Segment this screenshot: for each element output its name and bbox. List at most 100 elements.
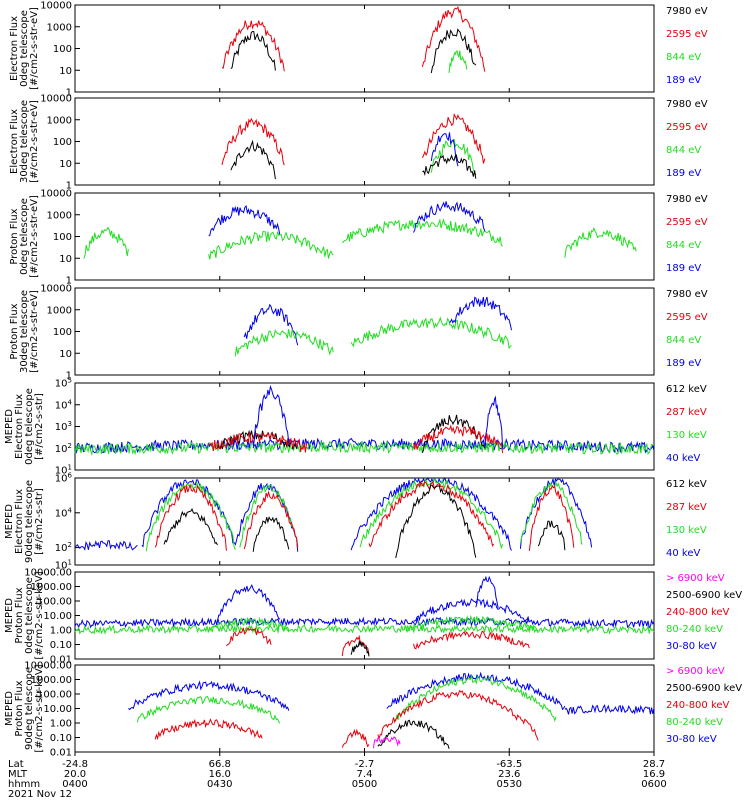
y-tick-label: 10000.00 [24, 568, 72, 579]
legend-entry: > 6900 keV [666, 573, 725, 584]
series-trace-blue [74, 540, 138, 551]
y-tick-label: 106 [55, 472, 73, 485]
y-tick-label: 1.00 [50, 719, 72, 730]
series-trace-blue [243, 303, 299, 346]
series-trace-red [413, 630, 530, 650]
series-trace-black [252, 516, 290, 552]
y-tick-label: 1000 [47, 210, 72, 221]
series-trace-blue [413, 598, 530, 623]
legend-entry: 130 keV [666, 525, 707, 536]
y-axis-label: 0deg telescope [24, 388, 35, 465]
footer-lat-value: 28.7 [643, 759, 665, 770]
y-axis-label: [#/cm2-s-str-keV] [34, 571, 45, 659]
series-trace-green [239, 483, 299, 548]
series-trace-green [395, 674, 557, 723]
panel-frame [74, 4, 655, 93]
legend-entry: 7980 eV [666, 99, 708, 110]
series-trace-black [230, 30, 276, 71]
panel-1: 1 10 100 1000 10000 Electron Flux 0deg telesco… [9, 1, 708, 99]
y-tick-label: 0.10 [50, 733, 72, 744]
y-axis-label: 0deg telescope [19, 10, 30, 87]
y-axis-label: MEPED [4, 504, 15, 539]
y-axis-label: 0deg telescope [19, 198, 30, 275]
series-trace-blue [449, 296, 512, 331]
legend-entry: 2500-6900 keV [666, 590, 742, 601]
series-trace-blue [484, 395, 504, 449]
series-trace-blue [128, 680, 290, 711]
y-tick-label: 10 [59, 66, 72, 77]
series-trace-red [154, 718, 263, 741]
series-trace-green [208, 230, 334, 260]
footer-mlt-value: 23.6 [498, 769, 520, 780]
legend-entry: > 6900 keV [666, 666, 725, 677]
hhmm-row-label: hhmm [8, 779, 40, 790]
footer-mlt-value: 16.0 [209, 769, 231, 780]
legend-entry: 40 keV [666, 548, 700, 559]
series-trace-red [243, 490, 299, 550]
mlt-row-label: MLT [8, 769, 28, 780]
panel-frame [74, 287, 655, 376]
y-tick-label: 100 [53, 327, 72, 338]
series-trace-green [404, 614, 539, 634]
legend-entry: 2595 eV [666, 29, 708, 40]
footer-mlt-value: 16.9 [643, 769, 665, 780]
series-trace-black [350, 640, 370, 657]
series-trace-blue [74, 616, 655, 629]
y-tick-label: 1 [66, 276, 72, 287]
y-tick-label: 1 [66, 88, 72, 99]
legend-entry: 844 eV [666, 240, 701, 251]
legend-entry: 2595 eV [666, 312, 708, 323]
y-tick-label: 0.01 [50, 748, 72, 759]
legend-entry: 844 eV [666, 335, 701, 346]
series-trace-green [519, 480, 583, 545]
y-axis-label: Proton Flux [9, 208, 20, 264]
series-trace-green [145, 480, 236, 552]
y-axis-label: 90deg telescope [24, 667, 35, 750]
series-trace-red [341, 728, 370, 748]
y-tick-label: 10000 [40, 94, 72, 105]
legend-entry: 2595 eV [666, 122, 708, 133]
legend-entry: 7980 eV [666, 6, 708, 17]
series-trace-red [377, 689, 539, 741]
legend-entry: 287 keV [666, 502, 707, 513]
series-trace-black [421, 414, 486, 453]
legend-entry: 80-240 keV [666, 624, 723, 635]
y-axis-label: 30deg telescope [19, 290, 30, 373]
legend-entry: 844 eV [666, 52, 701, 63]
series-trace-green [83, 226, 129, 259]
footer-hhmm-value: 0400 [62, 779, 87, 790]
series-trace-blue [208, 204, 281, 237]
y-tick-label: 100.00 [37, 690, 72, 701]
legend-entry: 240-800 keV [666, 607, 730, 618]
y-tick-label: 0.10 [50, 640, 72, 651]
panel-frame [74, 97, 655, 186]
y-tick-label: 103 [55, 420, 72, 433]
panel-frame [74, 571, 655, 660]
panel-frame [74, 477, 655, 566]
legend-entry: 30-80 keV [666, 641, 717, 652]
y-tick-label: 105 [55, 377, 72, 390]
legend-entry: 287 keV [666, 407, 707, 418]
y-axis-label: [#/cm2-s-str-keV] [34, 664, 45, 752]
series-trace-red [528, 484, 575, 551]
panel-4: 1 10 100 1000 10000 Proton Flux 30deg telescop… [9, 284, 708, 382]
y-tick-label: 1000.00 [31, 675, 72, 686]
y-tick-label: 1.00 [50, 626, 72, 637]
series-trace-green [448, 50, 468, 73]
y-tick-label: 10 [59, 349, 72, 360]
footer-lat-value: -2.7 [355, 759, 375, 770]
y-tick-label: 100 [53, 232, 72, 243]
y-axis-label: [#/cm2-s-str-eV] [29, 100, 40, 183]
y-tick-label: 10000.00 [24, 661, 72, 672]
legend-entry: 40 keV [666, 453, 700, 464]
series-trace-green [234, 329, 334, 357]
y-tick-label: 102 [55, 541, 72, 554]
series-trace-blue [475, 575, 499, 608]
footer-hhmm-value: 0500 [352, 779, 377, 790]
y-axis-label: Electron Flux [14, 394, 25, 459]
series-trace-black [430, 28, 477, 74]
y-axis-label: [#/cm2-s-str-eV] [29, 290, 40, 373]
series-trace-red [341, 634, 370, 657]
